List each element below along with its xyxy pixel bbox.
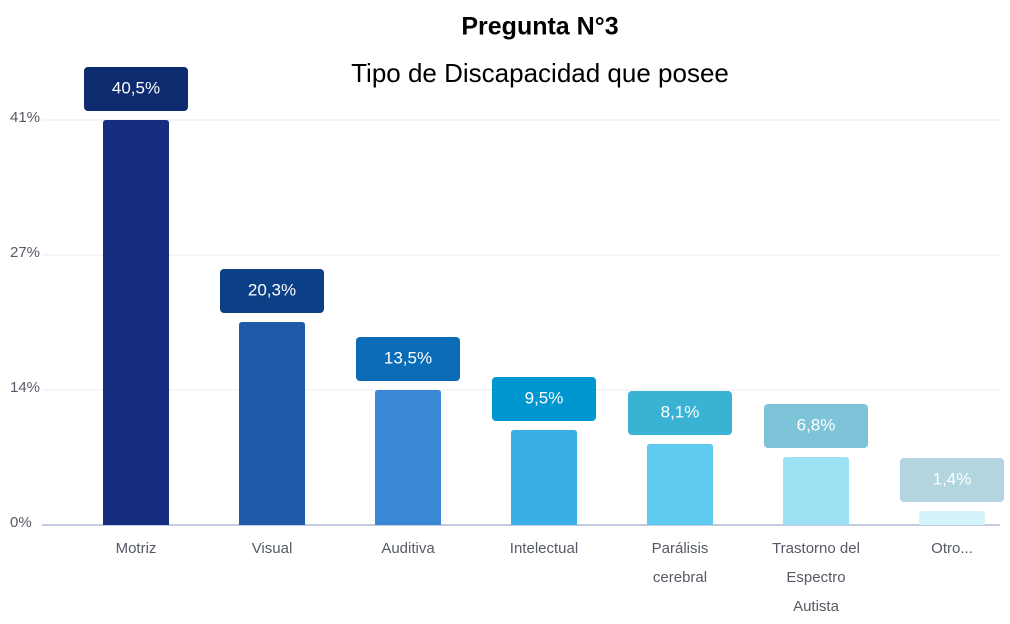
x-tick-label: Intelectual [510,540,578,557]
value-label: 8,1% [661,402,700,421]
value-label: 1,4% [933,469,972,488]
bar [375,390,441,525]
y-tick-label: 41% [10,109,40,126]
value-label: 6,8% [797,415,836,434]
value-label: 13,5% [384,348,432,367]
value-label: 20,3% [248,280,296,299]
chart-subtitle: Tipo de Discapacidad que posee [351,58,729,88]
value-label: 9,5% [525,388,564,407]
y-tick-label: 0% [10,514,32,531]
bar [647,444,713,525]
x-tick-label: cerebral [653,569,707,586]
value-label: 40,5% [112,78,160,97]
x-tick-label: Visual [252,540,293,557]
bar [783,457,849,525]
value-label-box [628,391,732,435]
chart-title: Pregunta N°3 [461,13,618,41]
bar [103,120,169,525]
bar [511,430,577,525]
x-tick-label: Otro... [931,540,973,557]
bar [919,511,985,525]
bar [239,322,305,525]
value-label-box [220,269,324,313]
value-label-box [764,404,868,448]
value-label-box [356,337,460,381]
x-tick-label: Auditiva [381,540,435,557]
y-tick-label: 27% [10,244,40,261]
x-tick-label: Espectro [786,569,845,586]
x-tick-label: Motriz [116,540,157,557]
x-tick-label: Parálisis [652,540,709,557]
value-label-box [84,67,188,111]
value-label-box [492,377,596,421]
y-tick-label: 14% [10,379,40,396]
value-label-box [900,458,1004,502]
x-tick-label: Autista [793,598,840,615]
x-tick-label: Trastorno del [772,540,860,557]
